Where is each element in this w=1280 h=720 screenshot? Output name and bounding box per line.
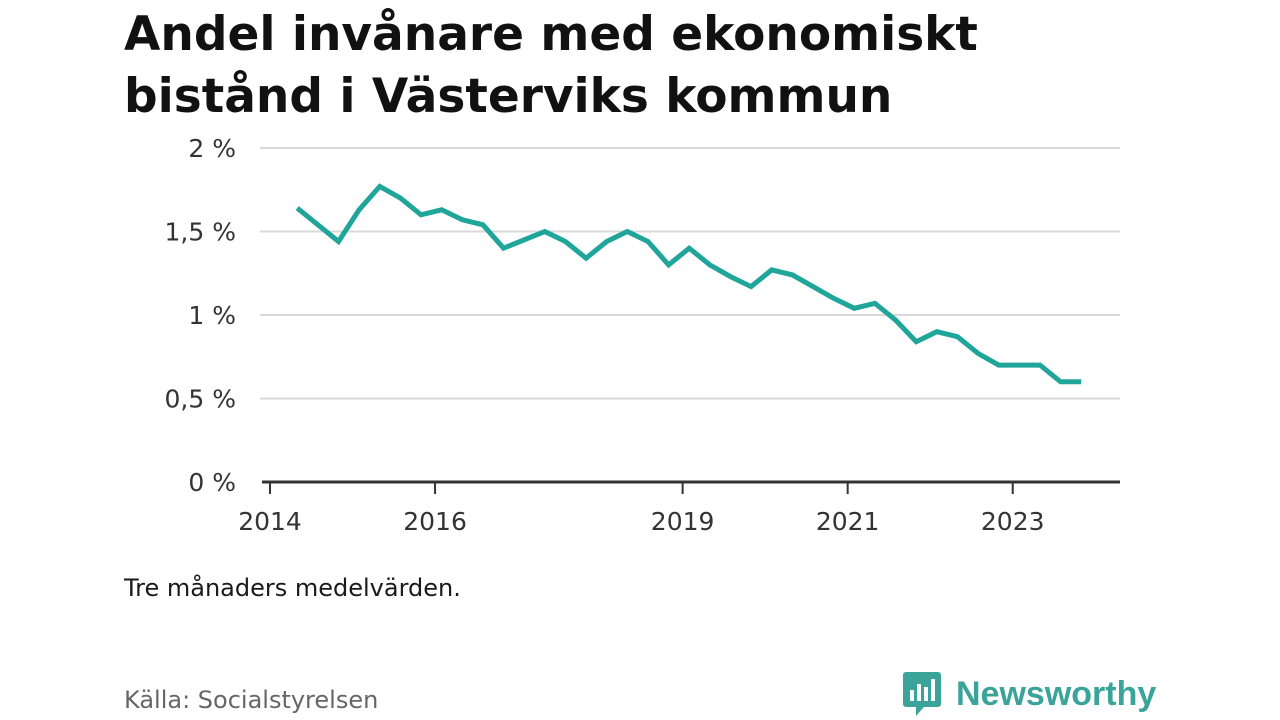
y-tick-label: 0 % [188, 468, 236, 497]
y-tick-label: 0,5 % [165, 385, 236, 414]
grid-lines [260, 147, 1120, 400]
x-tick-label: 2016 [403, 507, 467, 536]
y-tick-label: 2 % [188, 134, 236, 163]
chart-note: Tre månaders medelvärden. [124, 574, 461, 602]
brand-name: Newsworthy [956, 674, 1157, 713]
series-line [295, 183, 1082, 385]
brand-logo[interactable]: Newsworthy [902, 670, 1156, 718]
x-tick-label: 2019 [651, 507, 715, 536]
y-tick-label: 1,5 % [165, 218, 236, 247]
x-tick-label: 2014 [238, 507, 302, 536]
chart-title: Andel invånare med ekonomiskt bistånd i … [124, 7, 978, 124]
line-chart: 0 % 0,5 % 1 % 1,5 % 2 % 2014 2016 2019 2021 2023 [165, 134, 1120, 536]
y-tick-label: 1 % [188, 301, 236, 330]
source-credit: Källa: Socialstyrelsen [124, 686, 379, 714]
x-tick-label: 2023 [981, 507, 1045, 536]
y-axis-labels: 0 % 0,5 % 1 % 1,5 % 2 % [165, 134, 236, 497]
bar-chart-badge-icon [903, 672, 941, 716]
x-axis [262, 480, 1120, 494]
series-group [295, 183, 1082, 385]
x-axis-labels: 2014 2016 2019 2021 2023 [238, 507, 1044, 536]
x-tick-label: 2021 [816, 507, 880, 536]
